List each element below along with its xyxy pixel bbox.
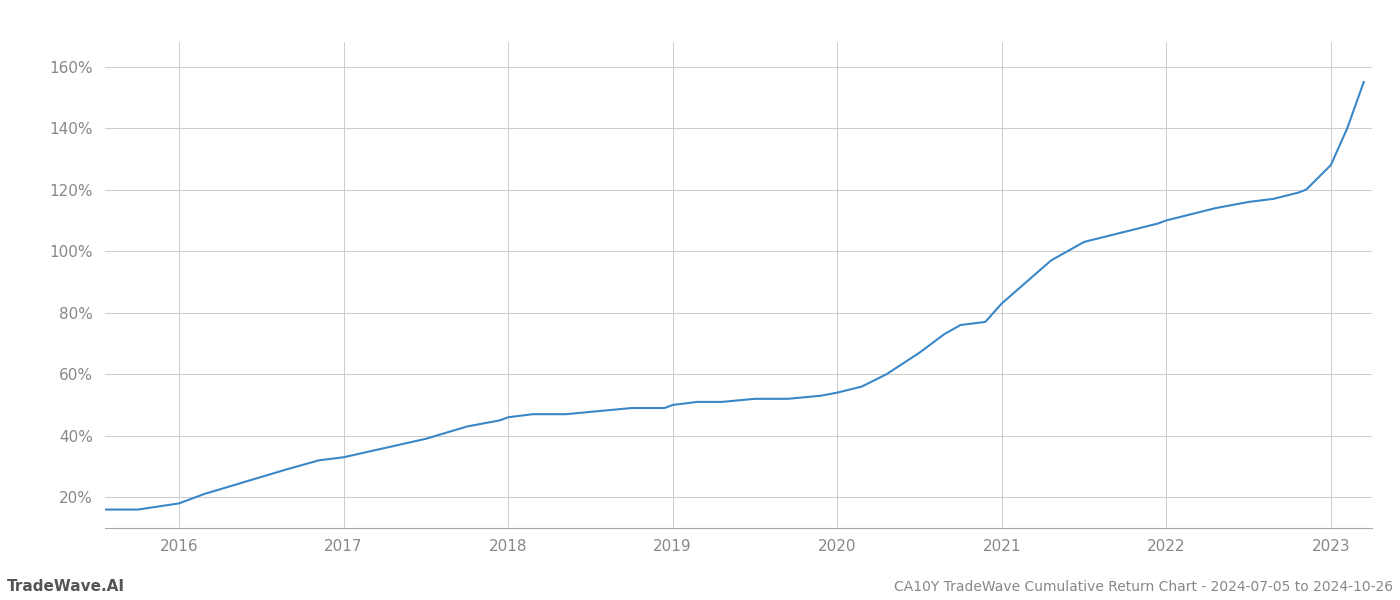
Text: TradeWave.AI: TradeWave.AI [7, 579, 125, 594]
Text: CA10Y TradeWave Cumulative Return Chart - 2024-07-05 to 2024-10-26: CA10Y TradeWave Cumulative Return Chart … [893, 580, 1393, 594]
